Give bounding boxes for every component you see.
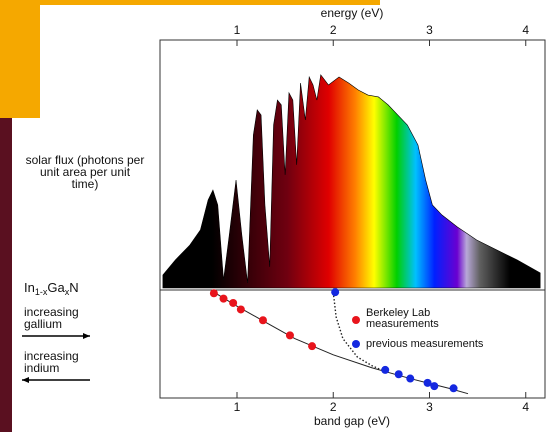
data-point (229, 299, 237, 307)
data-point (430, 382, 438, 390)
legend-label: Berkeley Lab measurements (366, 308, 476, 330)
x-tick-label: 1 (234, 400, 241, 414)
data-point (210, 289, 218, 297)
arrowhead (83, 333, 90, 339)
spectrum-area (163, 75, 540, 288)
data-point (286, 331, 294, 339)
label-part: 1-x (35, 287, 48, 297)
data-point (450, 384, 458, 392)
data-point (381, 366, 389, 374)
legend-marker (352, 340, 360, 348)
data-point (331, 288, 339, 296)
annotation: increasing indium (24, 350, 94, 374)
slide-top-bar (0, 0, 380, 5)
legend-label: previous measurements (366, 338, 546, 350)
composition-label: In1-xGaxN (24, 282, 79, 298)
data-point (308, 342, 316, 350)
x-tick-label: 3 (426, 23, 433, 37)
data-point (395, 370, 403, 378)
x-tick-label: 4 (522, 400, 529, 414)
data-point (259, 316, 267, 324)
fit-curve (333, 292, 381, 370)
top-axis-label: energy (eV) (321, 6, 384, 20)
bottom-axis-label: band gap (eV) (314, 414, 390, 428)
x-tick-label: 2 (330, 400, 337, 414)
legend-marker (352, 316, 360, 324)
data-point (237, 305, 245, 313)
x-tick-label: 1 (234, 23, 241, 37)
x-tick-label: 2 (330, 23, 337, 37)
arrowhead (22, 377, 29, 383)
label-part: N (69, 280, 78, 295)
label-part: Ga (47, 280, 64, 295)
x-tick-label: 4 (522, 23, 529, 37)
data-point (406, 375, 414, 383)
annotation: increasing gallium (24, 306, 94, 330)
x-tick-label: 3 (426, 400, 433, 414)
data-point (220, 295, 228, 303)
y-axis-label: solar flux (photons per unit area per un… (25, 154, 145, 190)
slide-corner (0, 0, 40, 118)
label-part: In (24, 280, 35, 295)
slide-side-bar (0, 118, 12, 432)
page: {"chart_data": [ {"type": "area", "xlabe… (0, 0, 550, 432)
